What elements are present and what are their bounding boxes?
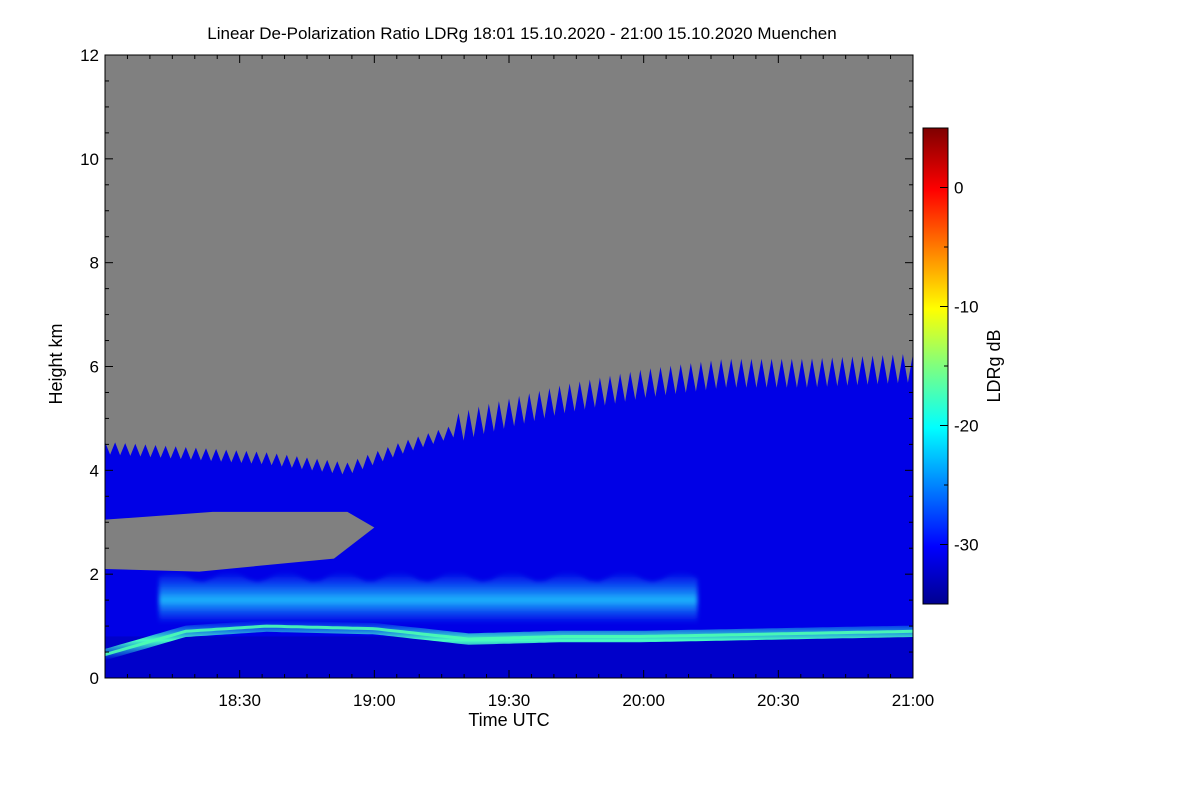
mid-ldr-layer — [158, 571, 698, 624]
y-tick-label: 6 — [90, 358, 99, 377]
x-tick-label: 19:00 — [353, 691, 396, 710]
colorbar-label: LDRg dB — [984, 329, 1004, 402]
chart-title: Linear De-Polarization Ratio LDRg 18:01 … — [207, 24, 836, 43]
colorbar-tick-label: -20 — [954, 417, 979, 436]
plot-area — [105, 55, 913, 678]
x-tick-label: 20:00 — [622, 691, 665, 710]
x-axis-label: Time UTC — [468, 710, 549, 730]
no-signal-gap — [105, 511, 375, 572]
x-tick-label: 20:30 — [757, 691, 800, 710]
y-tick-label: 8 — [90, 254, 99, 273]
x-tick-label: 18:30 — [218, 691, 261, 710]
high-ldr-band — [105, 620, 913, 661]
y-axis-label: Height km — [46, 323, 66, 404]
colorbar-tick-label: -30 — [954, 536, 979, 555]
y-tick-label: 12 — [80, 46, 99, 65]
x-axis: 18:30 19:00 19:30 20:00 20:30 21:00 — [104, 55, 935, 710]
x-tick-label: 21:00 — [892, 691, 935, 710]
colorbar: 0 -10 -20 -30 LDRg dB — [922, 127, 1004, 605]
high-ldr-band-core — [105, 624, 913, 657]
x-tick-label: 19:30 — [488, 691, 531, 710]
y-tick-label: 4 — [90, 461, 99, 480]
colorbar-tick-label: 0 — [954, 179, 963, 198]
colorbar-tick-label: -10 — [954, 298, 979, 317]
y-axis: 0 2 4 6 8 10 12 — [80, 46, 913, 688]
y-tick-label: 10 — [80, 150, 99, 169]
y-tick-label: 0 — [90, 669, 99, 688]
y-tick-label: 2 — [90, 565, 99, 584]
